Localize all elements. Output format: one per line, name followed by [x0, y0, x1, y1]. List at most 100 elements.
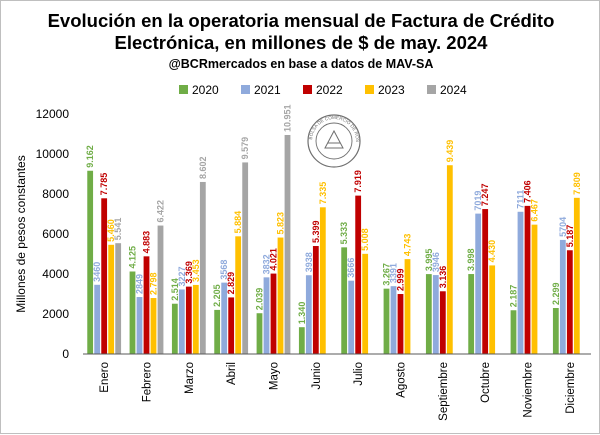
x-category-label: Febrero [142, 362, 154, 402]
bar-2021-octubre [475, 213, 482, 354]
bar-2020-junio [298, 327, 305, 354]
bar-2020-diciembre [552, 308, 559, 354]
data-label-2020-julio: 5.333 [339, 222, 349, 245]
bar-2024-marzo [199, 181, 206, 354]
data-label-2024-marzo: 8.602 [198, 156, 208, 179]
bar-2020-noviembre [510, 310, 517, 354]
bar-2023-septiembre [446, 165, 453, 354]
x-category-label: Marzo [184, 362, 196, 394]
seal-inner-ring [315, 122, 353, 160]
data-label-2023-mayo: 5.823 [276, 212, 286, 235]
bar-2024-mayo [284, 134, 291, 354]
data-label-2020-mayo: 2.039 [255, 288, 265, 311]
bar-2022-agosto [397, 294, 404, 354]
data-label-2021-enero: 3460 [92, 262, 102, 282]
bar-2022-junio [312, 246, 319, 354]
data-label-2020-enero: 9.162 [85, 145, 95, 168]
x-category-label: Julio [353, 362, 365, 386]
data-label-2021-noviembre: 7111 [516, 190, 526, 209]
x-category-label: Junio [311, 362, 323, 390]
bar-2021-agosto [390, 286, 397, 354]
legend: 2020 2021 2022 2023 2024 [179, 83, 467, 97]
data-label-2022-febrero: 4.883 [142, 231, 152, 254]
data-label-2021-diciembre: 5704 [558, 217, 568, 237]
y-tick-label: 6000 [42, 227, 69, 241]
bar-2020-septiembre [425, 274, 432, 354]
data-label-2021-febrero: 2849 [135, 274, 145, 294]
bar-2023-marzo [192, 284, 199, 354]
data-label-2020-junio: 1.340 [297, 302, 307, 325]
data-label-2022-diciembre: 5.187 [565, 225, 575, 248]
data-label-2022-julio: 7.919 [353, 170, 363, 193]
bar-2024-enero [115, 243, 122, 354]
bar-2022-mayo [270, 273, 277, 354]
bar-2022-enero [101, 198, 108, 354]
bar-2022-octubre [482, 209, 489, 354]
bar-2021-enero [94, 284, 101, 354]
data-label-2021-marzo: 3227 [177, 266, 187, 286]
data-label-2022-noviembre: 7.406 [523, 180, 533, 203]
x-category-label: Mayo [269, 362, 281, 390]
data-label-2023-octubre: 4.430 [487, 240, 497, 263]
y-tick-label: 10000 [36, 147, 70, 161]
y-tick-label: 0 [62, 347, 69, 361]
data-label-2022-marzo: 3.369 [184, 261, 194, 284]
data-label-2022-mayo: 4.021 [269, 248, 279, 271]
x-category-label: Diciembre [565, 362, 577, 414]
data-label-2021-septiembre: 3946 [431, 252, 441, 272]
y-axis: 0 2000 4000 6000 8000 10000 12000 [36, 107, 70, 361]
y-tick-label: 2000 [42, 307, 69, 321]
seal-emblem [324, 129, 344, 149]
bar-2024-abril [242, 162, 249, 354]
data-label-2022-junio: 5.399 [311, 220, 321, 243]
bar-2023-julio [362, 253, 369, 354]
data-label-2024-enero: 5.541 [113, 218, 123, 241]
data-label-2021-junio: 3938 [304, 252, 314, 272]
data-label-2023-febrero: 2.798 [149, 273, 159, 296]
bar-2020-abril [214, 309, 221, 354]
data-label-2023-julio: 5.008 [360, 228, 370, 251]
bar-2020-octubre [468, 274, 475, 354]
data-label-2021-abril: 3568 [219, 260, 229, 280]
chart-subtitle: @BCRmercados en base a datos de MAV-SA [169, 57, 434, 71]
x-category-label: Septiembre [438, 362, 450, 421]
bar-2023-diciembre [573, 197, 580, 354]
bar-2023-febrero [150, 298, 157, 354]
y-tick-label: 8000 [42, 187, 69, 201]
bar-2021-febrero [136, 297, 143, 354]
y-tick-label: 12000 [36, 107, 70, 121]
legend-swatch-2024 [427, 85, 436, 94]
bar-2021-septiembre [432, 275, 439, 354]
legend-label-2023: 2023 [378, 83, 405, 97]
data-label-2020-noviembre: 2.187 [509, 285, 519, 308]
data-label-2020-septiembre: 3.995 [424, 249, 434, 272]
chart-title-line-2: Electrónica, en millones de $ de may. 20… [115, 32, 489, 53]
y-tick-label: 4000 [42, 267, 69, 281]
bar-2020-febrero [129, 271, 136, 354]
bar-2020-marzo [171, 303, 178, 354]
chart-title-line-1: Evolución en la operatoria mensual de Fa… [48, 10, 555, 31]
data-label-2023-enero: 5.460 [106, 219, 116, 242]
bar-2021-julio [348, 280, 355, 354]
data-label-2020-febrero: 4.125 [128, 246, 138, 269]
x-category-label: Enero [99, 362, 111, 393]
legend-swatch-2023 [365, 85, 374, 94]
data-label-2022-abril: 2.829 [226, 272, 236, 295]
data-label-2023-agosto: 4.743 [403, 234, 413, 257]
data-label-2023-junio: 7.335 [318, 182, 328, 205]
x-axis: Enero Febrero Marzo Abril Mayo Junio Julio Agos… [83, 353, 591, 421]
data-label-2022-agosto: 2.999 [396, 268, 406, 291]
bar-2022-diciembre [566, 250, 573, 354]
data-label-2021-agosto: 3391 [389, 263, 399, 283]
bar-2020-mayo [256, 313, 263, 354]
bar-2021-marzo [178, 289, 185, 354]
x-category-label: Abril [226, 362, 238, 385]
data-label-2021-julio: 3666 [346, 258, 356, 278]
bar-2024-febrero [157, 225, 164, 354]
data-label-2022-enero: 7.785 [99, 173, 109, 196]
data-label-2023-diciembre: 7.809 [572, 172, 582, 195]
bar-2021-diciembre [559, 239, 566, 354]
data-label-2021-mayo: 3832 [262, 254, 272, 274]
data-label-2023-abril: 5.884 [233, 211, 243, 234]
